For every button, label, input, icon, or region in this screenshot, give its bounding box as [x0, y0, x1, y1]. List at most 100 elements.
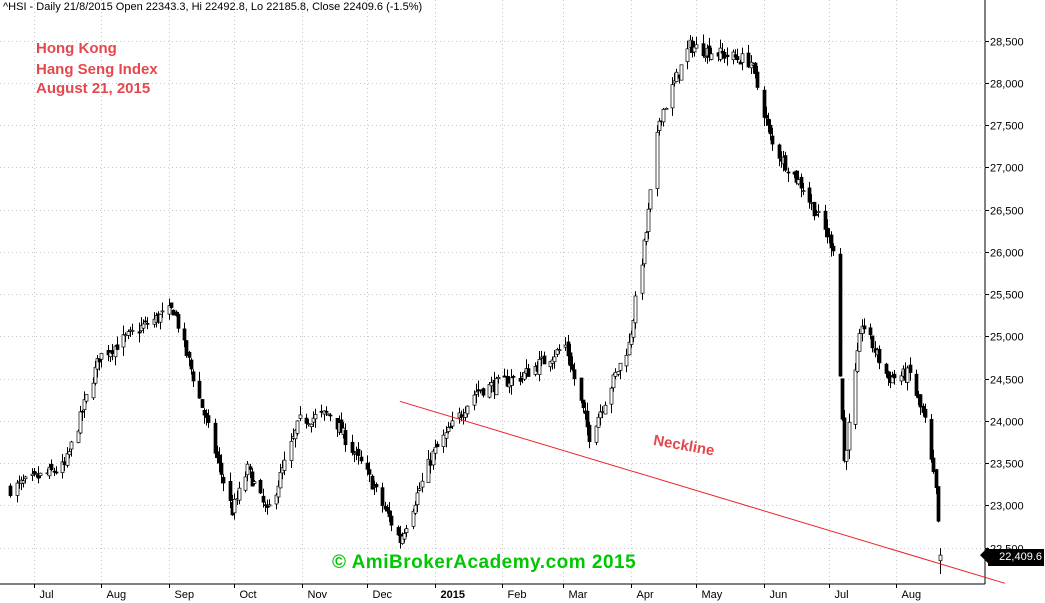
candle-body: [642, 239, 647, 265]
candle-body: [542, 355, 547, 365]
candle-body: [313, 414, 318, 420]
candle-body: [918, 394, 923, 408]
candle-body: [929, 419, 934, 460]
candle-body: [160, 310, 165, 313]
candle-body: [8, 485, 13, 496]
candle-body: [496, 377, 501, 379]
candle-body: [276, 485, 281, 498]
candle-body: [735, 56, 740, 61]
candle-body: [67, 451, 72, 456]
candle-body: [777, 144, 782, 159]
candle-body: [217, 454, 222, 464]
candle-body: [84, 394, 89, 402]
candle-body: [694, 44, 699, 49]
candle-body: [847, 421, 852, 451]
candle-body: [219, 462, 224, 475]
candle-body: [568, 352, 573, 367]
candle-body: [123, 334, 128, 337]
candle-body: [899, 375, 904, 382]
candle-body: [487, 384, 492, 398]
candle-body: [343, 430, 348, 446]
candle-body: [158, 313, 163, 323]
candle-body: [167, 305, 172, 315]
x-tick-label: Dec: [373, 589, 393, 601]
candle-body: [770, 135, 775, 145]
candle-body: [842, 417, 847, 462]
candle-body: [420, 480, 425, 488]
candle-body: [389, 515, 394, 526]
candle-body: [428, 460, 433, 466]
x-tick-label: Aug: [107, 589, 127, 601]
candle-body: [21, 480, 26, 484]
candle-body: [570, 364, 575, 370]
candle-body: [69, 441, 74, 450]
x-tick-label: 2015: [441, 589, 465, 601]
candle-body: [54, 471, 59, 474]
candle-body: [931, 457, 936, 473]
candle-body: [221, 476, 226, 484]
candle-body: [611, 374, 616, 389]
candle-body: [609, 387, 614, 405]
candle-body: [76, 430, 81, 443]
candle-body: [685, 48, 690, 63]
candle-body: [228, 481, 233, 501]
candle-body: [415, 492, 420, 506]
candle-body: [764, 114, 769, 119]
candle-body: [324, 410, 329, 413]
candle-body: [23, 476, 28, 480]
candle-body: [600, 411, 605, 413]
candle-body: [65, 453, 70, 466]
x-tick-label: Jul: [835, 589, 849, 601]
x-tick-label: Mar: [569, 589, 588, 601]
candle-body: [786, 171, 791, 174]
candle-body: [309, 423, 314, 428]
candle-body: [579, 377, 584, 401]
candle-body: [844, 449, 849, 462]
candle-body: [110, 350, 115, 354]
candle-body: [352, 452, 357, 455]
candle-body: [141, 323, 146, 329]
candle-body: [766, 118, 771, 126]
candle-body: [807, 187, 812, 203]
x-tick-label: May: [702, 589, 723, 601]
candle-body: [616, 371, 621, 375]
candle-body: [237, 487, 242, 501]
candle-body: [130, 330, 135, 332]
candle-body: [526, 368, 531, 377]
candle-body: [646, 208, 651, 232]
candle-body: [446, 427, 451, 432]
candle-body: [877, 348, 882, 364]
candle-body: [814, 213, 819, 216]
last-price-pointer: [980, 547, 988, 564]
y-tick-label: 23,000: [990, 501, 1024, 513]
candle-body: [113, 345, 118, 358]
candle-body: [768, 124, 773, 135]
candle-body: [126, 331, 131, 336]
candle-body: [374, 483, 379, 488]
candle-body: [633, 295, 638, 324]
candle-body: [581, 399, 586, 409]
candle-body: [587, 424, 592, 443]
candle-body: [444, 432, 449, 439]
x-tick-label: Apr: [637, 589, 654, 601]
candle-body: [78, 411, 83, 434]
candle-body: [511, 375, 516, 378]
candle-body: [627, 341, 632, 356]
y-tick-label: 23,500: [990, 459, 1024, 471]
candle-body: [356, 448, 361, 456]
candle-body: [413, 504, 418, 514]
candle-body: [840, 378, 845, 420]
candle-body: [197, 380, 202, 399]
candle-body: [934, 469, 939, 489]
candle-body: [563, 344, 568, 348]
candle-body: [206, 415, 211, 423]
candle-body: [823, 210, 828, 230]
candle-body: [701, 43, 706, 57]
candle-body: [184, 340, 189, 356]
candle-body: [585, 410, 590, 428]
candle-body: [34, 473, 39, 475]
x-tick-label: Nov: [308, 589, 328, 601]
candle-body: [350, 441, 355, 453]
candle-body: [674, 71, 679, 82]
